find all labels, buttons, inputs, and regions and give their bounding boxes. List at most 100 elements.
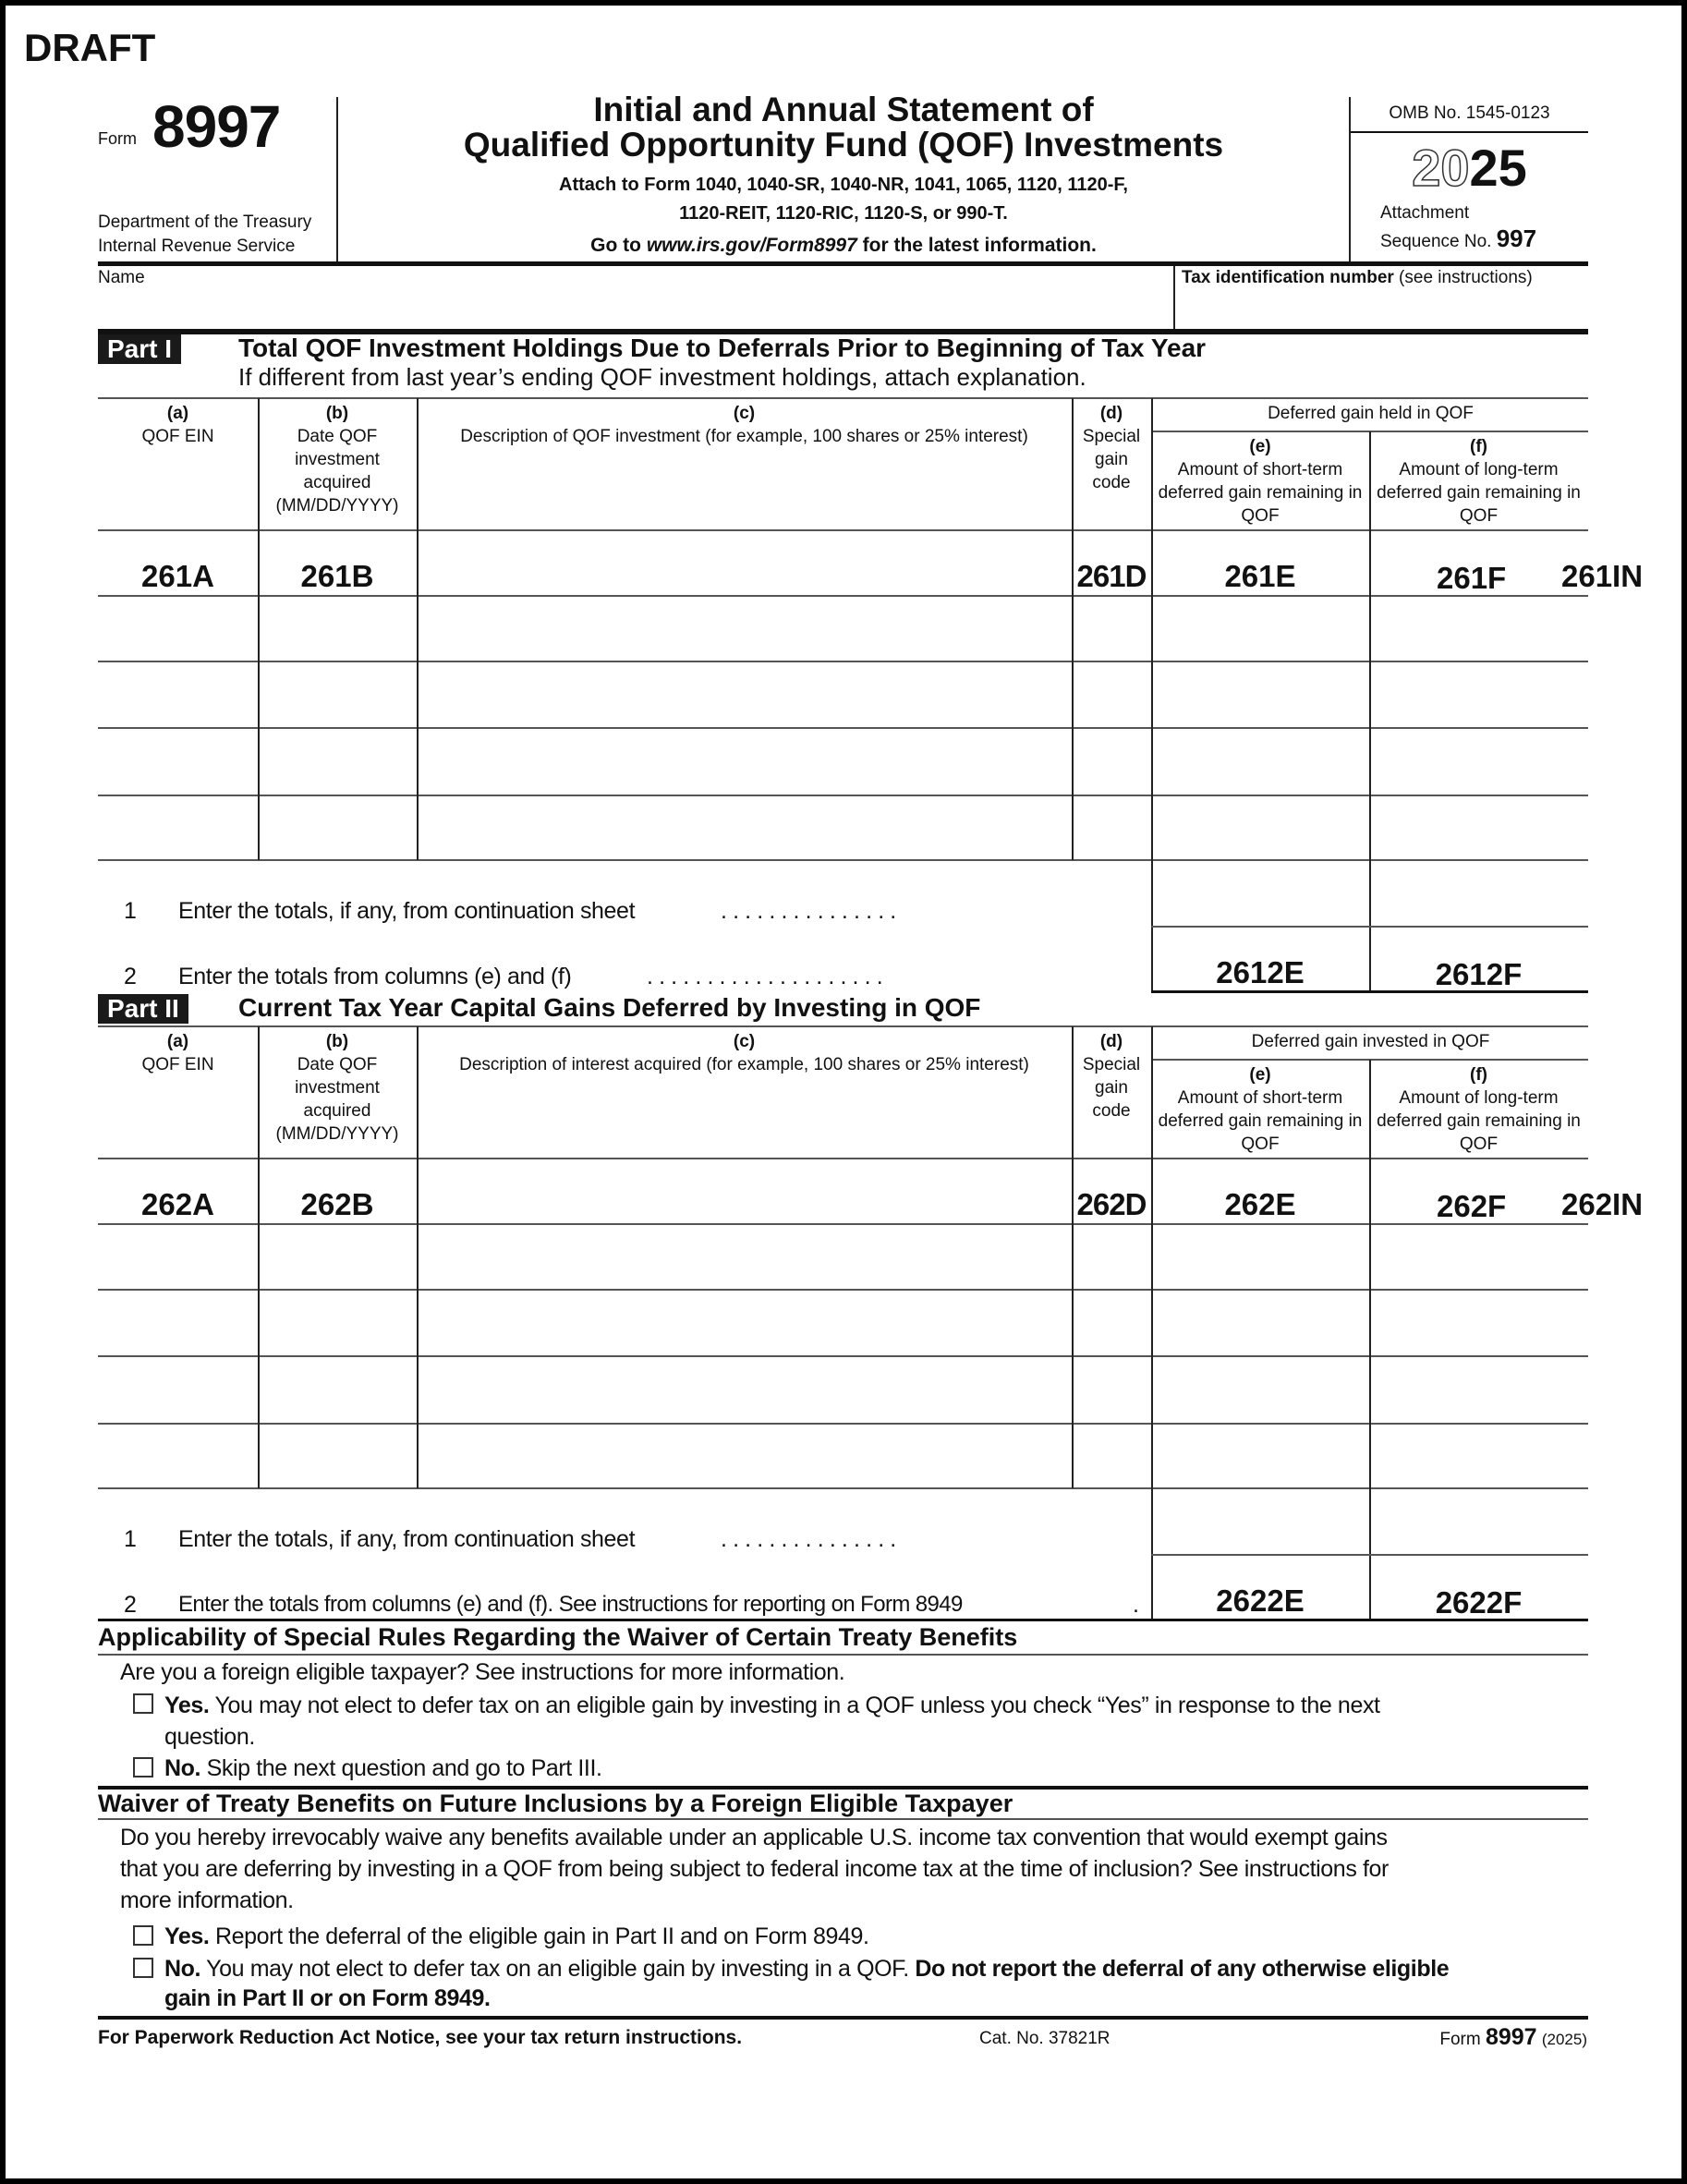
- field-code-d: 261D: [1076, 559, 1147, 593]
- row-4-col-b-input[interactable]: [260, 729, 415, 790]
- column-divider: [417, 1026, 419, 1488]
- row-3-col-d-input[interactable]: [1074, 662, 1149, 723]
- waiver-yes-text: Yes. Report the deferral of the eligible…: [164, 1921, 869, 1952]
- waiver-no-checkbox[interactable]: [133, 1958, 153, 1978]
- row-5-col-d-input[interactable]: [1074, 796, 1149, 857]
- row-3-col-c-input[interactable]: [419, 1291, 1070, 1352]
- field-code-a: 261A: [141, 559, 214, 593]
- row-4-col-c-input[interactable]: [419, 729, 1070, 790]
- name-field[interactable]: [98, 290, 1171, 328]
- row-3-col-f-input[interactable]: [1371, 662, 1586, 723]
- row-4-col-a-input[interactable]: [100, 1357, 256, 1418]
- row-1-col-c-input[interactable]: [419, 1159, 1070, 1220]
- row-2-col-b-input[interactable]: [260, 597, 415, 658]
- row-3-col-f-input[interactable]: [1371, 1291, 1586, 1352]
- row-4-col-f-input[interactable]: [1371, 729, 1586, 790]
- row-5-col-d-input[interactable]: [1074, 1425, 1149, 1486]
- column-text: Amount of short-term deferred gain remai…: [1158, 1088, 1363, 1154]
- row-4-col-c-input[interactable]: [419, 1357, 1070, 1418]
- row-5-col-b-input[interactable]: [260, 1425, 415, 1486]
- column-divider: [258, 398, 260, 860]
- field-code-a: 262A: [141, 1187, 214, 1221]
- rule: [98, 2016, 1588, 2020]
- column-text: Amount of short-term deferred gain remai…: [1158, 460, 1363, 526]
- row-3-col-b-input[interactable]: [260, 1291, 415, 1352]
- row-3-col-a-input[interactable]: [100, 1291, 256, 1352]
- column-letter: (d): [1099, 1032, 1123, 1051]
- row-2-col-a-input[interactable]: [100, 1225, 256, 1286]
- line-1-f-input[interactable]: [1371, 861, 1586, 924]
- row-4-col-e-input[interactable]: [1153, 1357, 1367, 1418]
- line-2-e-input[interactable]: [1153, 928, 1367, 989]
- row-4-col-d-input[interactable]: [1074, 729, 1149, 790]
- applicability-question: Are you a foreign eligible taxpayer? See…: [120, 1659, 845, 1685]
- row-2-col-f-input[interactable]: [1371, 1225, 1586, 1286]
- row-5-col-b-input[interactable]: [260, 796, 415, 857]
- row-2-col-e-input[interactable]: [1153, 597, 1367, 658]
- column-text: Special gain code: [1082, 427, 1141, 492]
- row-5-col-e-input[interactable]: [1153, 1425, 1367, 1486]
- line-1-e-input[interactable]: [1153, 861, 1367, 924]
- row-2-col-f-input[interactable]: [1371, 597, 1586, 658]
- row-3-col-b-input[interactable]: [260, 662, 415, 723]
- part-label: Part I: [98, 334, 182, 364]
- applicability-title: Applicability of Special Rules Regarding…: [98, 1623, 1018, 1651]
- column-header-a: (a) QOF EIN: [102, 1030, 254, 1076]
- row-3-col-a-input[interactable]: [100, 662, 256, 723]
- line-1-f-input[interactable]: [1371, 1489, 1586, 1552]
- footer-year: (2025): [1541, 2031, 1587, 2048]
- row-4-col-d-input[interactable]: [1074, 1357, 1149, 1418]
- row-5-col-a-input[interactable]: [100, 796, 256, 857]
- column-divider: [1369, 431, 1371, 992]
- field-code-e: 261E: [1224, 559, 1296, 593]
- line-1-number: 1: [124, 898, 137, 924]
- footer-form: Form 8997 (2025): [1439, 2024, 1587, 2051]
- column-letter: (e): [1249, 1065, 1271, 1085]
- row-4-col-f-input[interactable]: [1371, 1357, 1586, 1418]
- waiver-yes-checkbox[interactable]: [133, 1925, 153, 1946]
- row-1-col-c-input[interactable]: [419, 531, 1070, 592]
- row-5-col-e-input[interactable]: [1153, 796, 1367, 857]
- row-divider: [98, 1223, 1588, 1225]
- line-2-e-input[interactable]: [1153, 1557, 1367, 1618]
- waiver-question-3: more information.: [120, 1887, 294, 1913]
- row-4-col-a-input[interactable]: [100, 729, 256, 790]
- row-2-col-a-input[interactable]: [100, 597, 256, 658]
- row-2-col-e-input[interactable]: [1153, 1225, 1367, 1286]
- line-2-code-f: 2612F: [1435, 957, 1523, 991]
- dept-line2: Internal Revenue Service: [98, 237, 296, 256]
- row-3-col-c-input[interactable]: [419, 662, 1070, 723]
- paperwork-notice: For Paperwork Reduction Act Notice, see …: [98, 2027, 743, 2048]
- row-2-col-d-input[interactable]: [1074, 1225, 1149, 1286]
- row-2-col-b-input[interactable]: [260, 1225, 415, 1286]
- field-code-b: 261B: [300, 559, 374, 593]
- row-3-col-e-input[interactable]: [1153, 1291, 1367, 1352]
- row-4-col-e-input[interactable]: [1153, 729, 1367, 790]
- goto-prefix: Go to: [590, 235, 647, 256]
- row-5-col-c-input[interactable]: [419, 796, 1070, 857]
- part-title: Current Tax Year Capital Gains Deferred …: [238, 993, 981, 1022]
- row-2-col-c-input[interactable]: [419, 597, 1070, 658]
- row-3-col-e-input[interactable]: [1153, 662, 1367, 723]
- year-outline: 20: [1411, 139, 1470, 197]
- foreign-yes-checkbox[interactable]: [133, 1693, 153, 1714]
- line-2-f-input[interactable]: [1371, 1557, 1586, 1618]
- row-divider: [98, 727, 1588, 729]
- rule: [98, 529, 1588, 531]
- row-4-col-b-input[interactable]: [260, 1357, 415, 1418]
- row-2-col-d-input[interactable]: [1074, 597, 1149, 658]
- row-5-col-f-input[interactable]: [1371, 1425, 1586, 1486]
- column-header-d: (d) Special gain code: [1075, 1030, 1147, 1122]
- row-2-col-c-input[interactable]: [419, 1225, 1070, 1286]
- foreign-no-checkbox[interactable]: [133, 1757, 153, 1778]
- row-5-col-a-input[interactable]: [100, 1425, 256, 1486]
- line-1-e-input[interactable]: [1153, 1489, 1367, 1552]
- irs-link[interactable]: www.irs.gov/Form8997: [646, 235, 857, 256]
- row-5-col-c-input[interactable]: [419, 1425, 1070, 1486]
- tin-field[interactable]: [1177, 290, 1588, 328]
- group-header: Deferred gain held in QOF: [1268, 404, 1474, 423]
- line-2-f-input[interactable]: [1371, 928, 1586, 989]
- row-3-col-d-input[interactable]: [1074, 1291, 1149, 1352]
- row-5-col-f-input[interactable]: [1371, 796, 1586, 857]
- year-bold: 25: [1469, 139, 1527, 197]
